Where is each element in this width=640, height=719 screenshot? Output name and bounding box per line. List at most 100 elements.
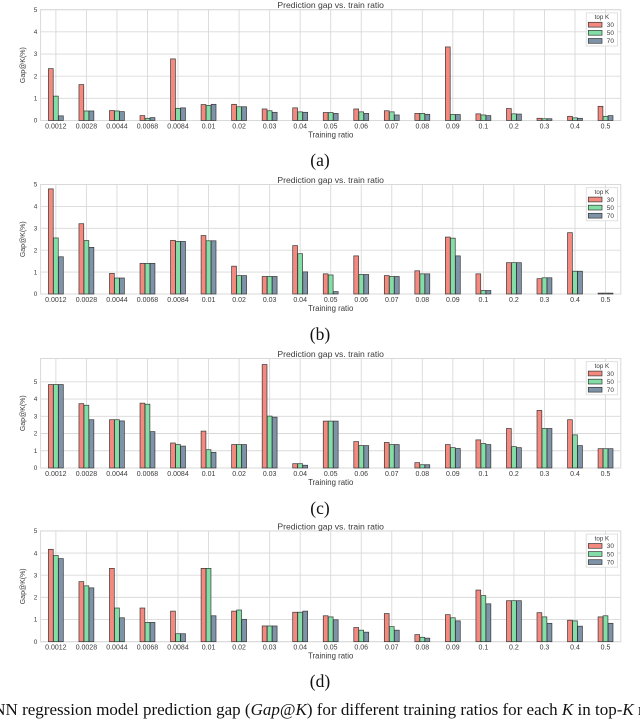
svg-text:50: 50: [607, 551, 615, 558]
svg-text:0.3: 0.3: [540, 645, 550, 652]
svg-text:0.5: 0.5: [601, 297, 611, 304]
svg-text:0.09: 0.09: [446, 645, 460, 652]
svg-text:0.2: 0.2: [509, 471, 519, 478]
svg-text:0.01: 0.01: [202, 471, 216, 478]
svg-text:0.02: 0.02: [232, 297, 246, 304]
svg-text:5: 5: [34, 379, 38, 386]
svg-text:2: 2: [34, 73, 38, 80]
svg-text:30: 30: [607, 22, 615, 29]
svg-text:0: 0: [34, 639, 38, 646]
svg-text:Training ratio: Training ratio: [308, 652, 354, 661]
svg-text:0.4: 0.4: [570, 645, 580, 652]
svg-text:Training ratio: Training ratio: [308, 130, 354, 139]
svg-text:top K: top K: [595, 363, 610, 370]
svg-text:3: 3: [34, 226, 38, 233]
svg-text:0.09: 0.09: [446, 297, 460, 304]
svg-text:0.0084: 0.0084: [167, 123, 189, 130]
svg-text:0: 0: [34, 465, 38, 472]
svg-text:0.0044: 0.0044: [106, 471, 128, 478]
svg-text:0.5: 0.5: [601, 471, 611, 478]
svg-text:0.0068: 0.0068: [137, 297, 159, 304]
svg-text:Prediction gap vs. train ratio: Prediction gap vs. train ratio: [277, 175, 384, 185]
svg-text:0.03: 0.03: [263, 645, 277, 652]
svg-text:Training ratio: Training ratio: [308, 304, 354, 313]
svg-text:0.0012: 0.0012: [45, 123, 67, 130]
svg-text:0.01: 0.01: [202, 297, 216, 304]
svg-text:0.03: 0.03: [263, 297, 277, 304]
svg-text:0.04: 0.04: [293, 645, 307, 652]
svg-text:1: 1: [34, 96, 38, 103]
svg-text:0.4: 0.4: [570, 297, 580, 304]
svg-text:0.06: 0.06: [354, 471, 368, 478]
svg-text:0.03: 0.03: [263, 123, 277, 130]
svg-text:3: 3: [34, 413, 38, 420]
svg-text:0.0028: 0.0028: [76, 297, 98, 304]
svg-text:0.5: 0.5: [601, 123, 611, 130]
svg-text:0.05: 0.05: [324, 297, 338, 304]
svg-text:0.1: 0.1: [479, 471, 489, 478]
svg-text:1: 1: [34, 269, 38, 276]
svg-text:1: 1: [34, 448, 38, 455]
svg-text:30: 30: [607, 371, 615, 378]
svg-text:0.05: 0.05: [324, 645, 338, 652]
svg-text:0.07: 0.07: [385, 471, 399, 478]
svg-text:Gap@K(%): Gap@K(%): [20, 395, 27, 431]
svg-text:1: 1: [34, 617, 38, 624]
svg-text:50: 50: [607, 205, 615, 212]
svg-text:0.4: 0.4: [570, 471, 580, 478]
svg-text:0.06: 0.06: [354, 645, 368, 652]
svg-text:0.0028: 0.0028: [76, 123, 98, 130]
svg-text:4: 4: [34, 204, 38, 211]
svg-text:0.09: 0.09: [446, 471, 460, 478]
svg-text:3: 3: [34, 51, 38, 58]
svg-text:5: 5: [34, 182, 38, 189]
svg-text:0.0028: 0.0028: [76, 645, 98, 652]
svg-text:5: 5: [34, 528, 38, 535]
svg-text:0: 0: [34, 291, 38, 298]
svg-text:0.0068: 0.0068: [137, 471, 159, 478]
svg-text:3: 3: [34, 572, 38, 579]
svg-text:70: 70: [607, 559, 615, 566]
svg-text:0.5: 0.5: [601, 645, 611, 652]
svg-text:0.05: 0.05: [324, 123, 338, 130]
svg-text:5: 5: [34, 7, 38, 14]
svg-text:0.03: 0.03: [263, 471, 277, 478]
svg-text:0.2: 0.2: [509, 297, 519, 304]
svg-text:Gap@K(%): Gap@K(%): [20, 221, 27, 257]
svg-text:30: 30: [607, 197, 615, 204]
svg-text:0.08: 0.08: [415, 645, 429, 652]
svg-text:50: 50: [607, 379, 615, 386]
svg-text:70: 70: [607, 387, 615, 394]
svg-text:0: 0: [34, 118, 38, 125]
svg-text:Prediction gap vs. train ratio: Prediction gap vs. train ratio: [277, 0, 384, 10]
svg-text:0.0028: 0.0028: [76, 471, 98, 478]
svg-text:2: 2: [34, 595, 38, 602]
svg-text:4: 4: [34, 396, 38, 403]
svg-text:0.06: 0.06: [354, 123, 368, 130]
svg-text:0.3: 0.3: [540, 471, 550, 478]
svg-text:0.08: 0.08: [415, 123, 429, 130]
svg-text:0.2: 0.2: [509, 645, 519, 652]
svg-text:0.4: 0.4: [570, 123, 580, 130]
svg-text:Prediction gap vs. train ratio: Prediction gap vs. train ratio: [277, 521, 384, 531]
svg-text:0.0012: 0.0012: [45, 471, 67, 478]
svg-text:70: 70: [607, 213, 615, 220]
svg-text:0.07: 0.07: [385, 297, 399, 304]
svg-text:0.0068: 0.0068: [137, 123, 159, 130]
svg-text:70: 70: [607, 38, 615, 45]
svg-text:0.0012: 0.0012: [45, 645, 67, 652]
svg-text:0.3: 0.3: [540, 123, 550, 130]
svg-text:0.2: 0.2: [509, 123, 519, 130]
svg-text:0.0084: 0.0084: [167, 297, 189, 304]
svg-text:2: 2: [34, 431, 38, 438]
svg-text:4: 4: [34, 550, 38, 557]
svg-text:0.02: 0.02: [232, 471, 246, 478]
svg-text:0.09: 0.09: [446, 123, 460, 130]
svg-text:top K: top K: [595, 14, 610, 21]
svg-text:Gap@K(%): Gap@K(%): [20, 47, 27, 83]
svg-text:0.1: 0.1: [479, 123, 489, 130]
svg-text:0.02: 0.02: [232, 645, 246, 652]
svg-text:Gap@K(%): Gap@K(%): [20, 568, 27, 604]
svg-text:0.01: 0.01: [202, 645, 216, 652]
svg-text:0.08: 0.08: [415, 471, 429, 478]
